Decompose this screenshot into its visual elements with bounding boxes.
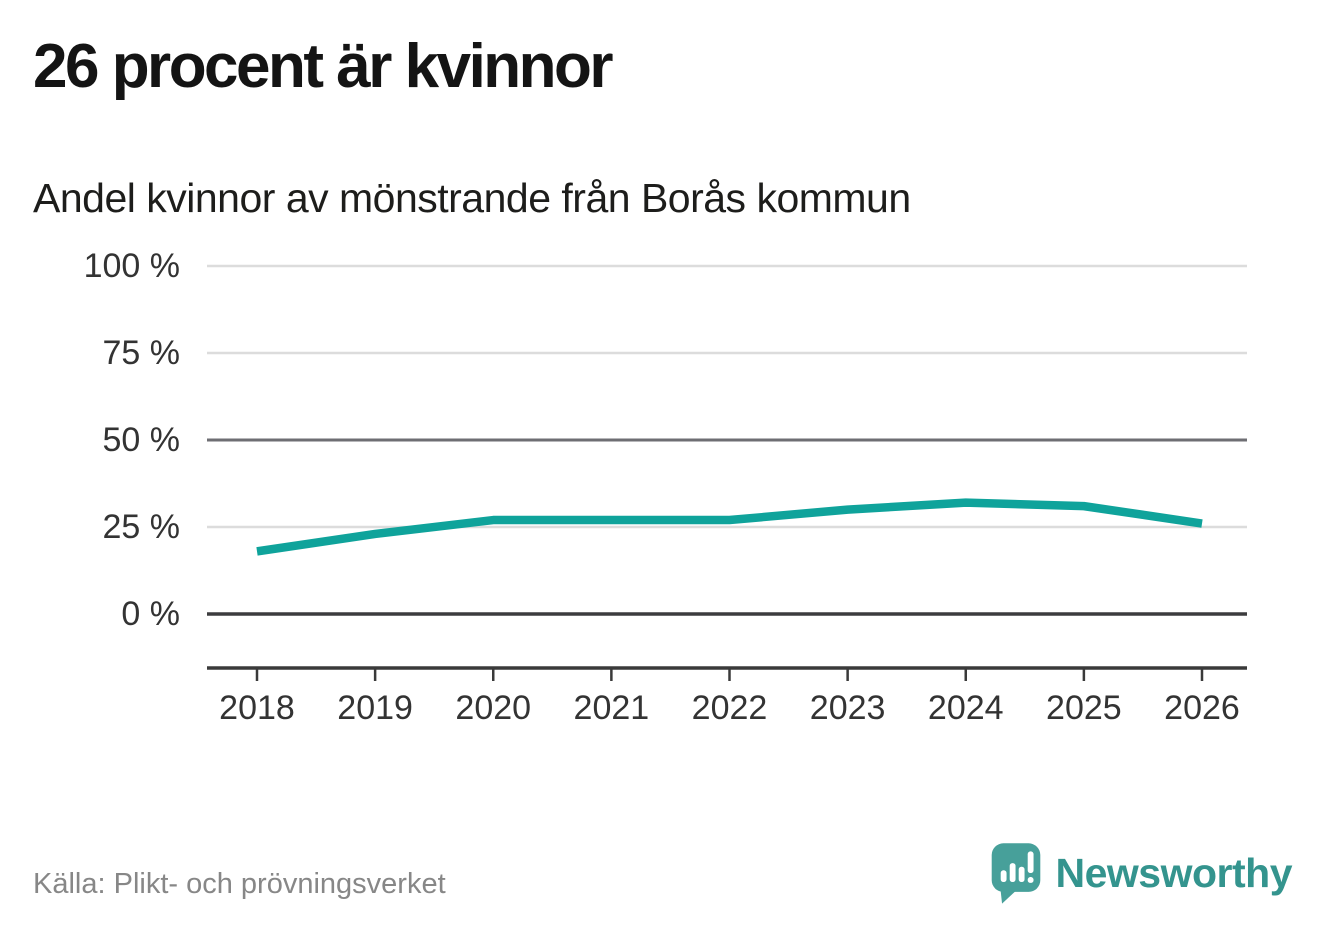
y-tick-label: 50 %	[103, 421, 181, 459]
chart-title: 26 procent är kvinnor	[33, 32, 614, 101]
x-tick-label: 2024	[928, 689, 1004, 727]
x-tick-label: 2018	[219, 689, 295, 727]
chart-subtitle: Andel kvinnor av mönstrande från Borås k…	[33, 175, 911, 221]
y-tick-label: 75 %	[103, 334, 181, 372]
y-tick-label: 25 %	[103, 508, 181, 546]
source-note: Källa: Plikt- och prövningsverket	[33, 868, 446, 900]
x-tick-label: 2023	[810, 689, 886, 727]
x-tick-label: 2020	[455, 689, 531, 727]
x-tick-label: 2022	[692, 689, 768, 727]
y-tick-label: 0 %	[121, 595, 180, 633]
brand-name: Newsworthy	[1055, 849, 1293, 896]
y-tick-label: 100 %	[84, 247, 180, 285]
x-tick-label: 2021	[574, 689, 650, 727]
newsworthy-speech-bubble-icon	[991, 843, 1040, 904]
data-line	[256, 498, 1203, 556]
brand-logo: Newsworthy	[989, 840, 1293, 906]
x-tick-label: 2026	[1164, 689, 1240, 727]
x-tick-label: 2025	[1046, 689, 1122, 727]
x-tick-label: 2019	[337, 689, 413, 727]
